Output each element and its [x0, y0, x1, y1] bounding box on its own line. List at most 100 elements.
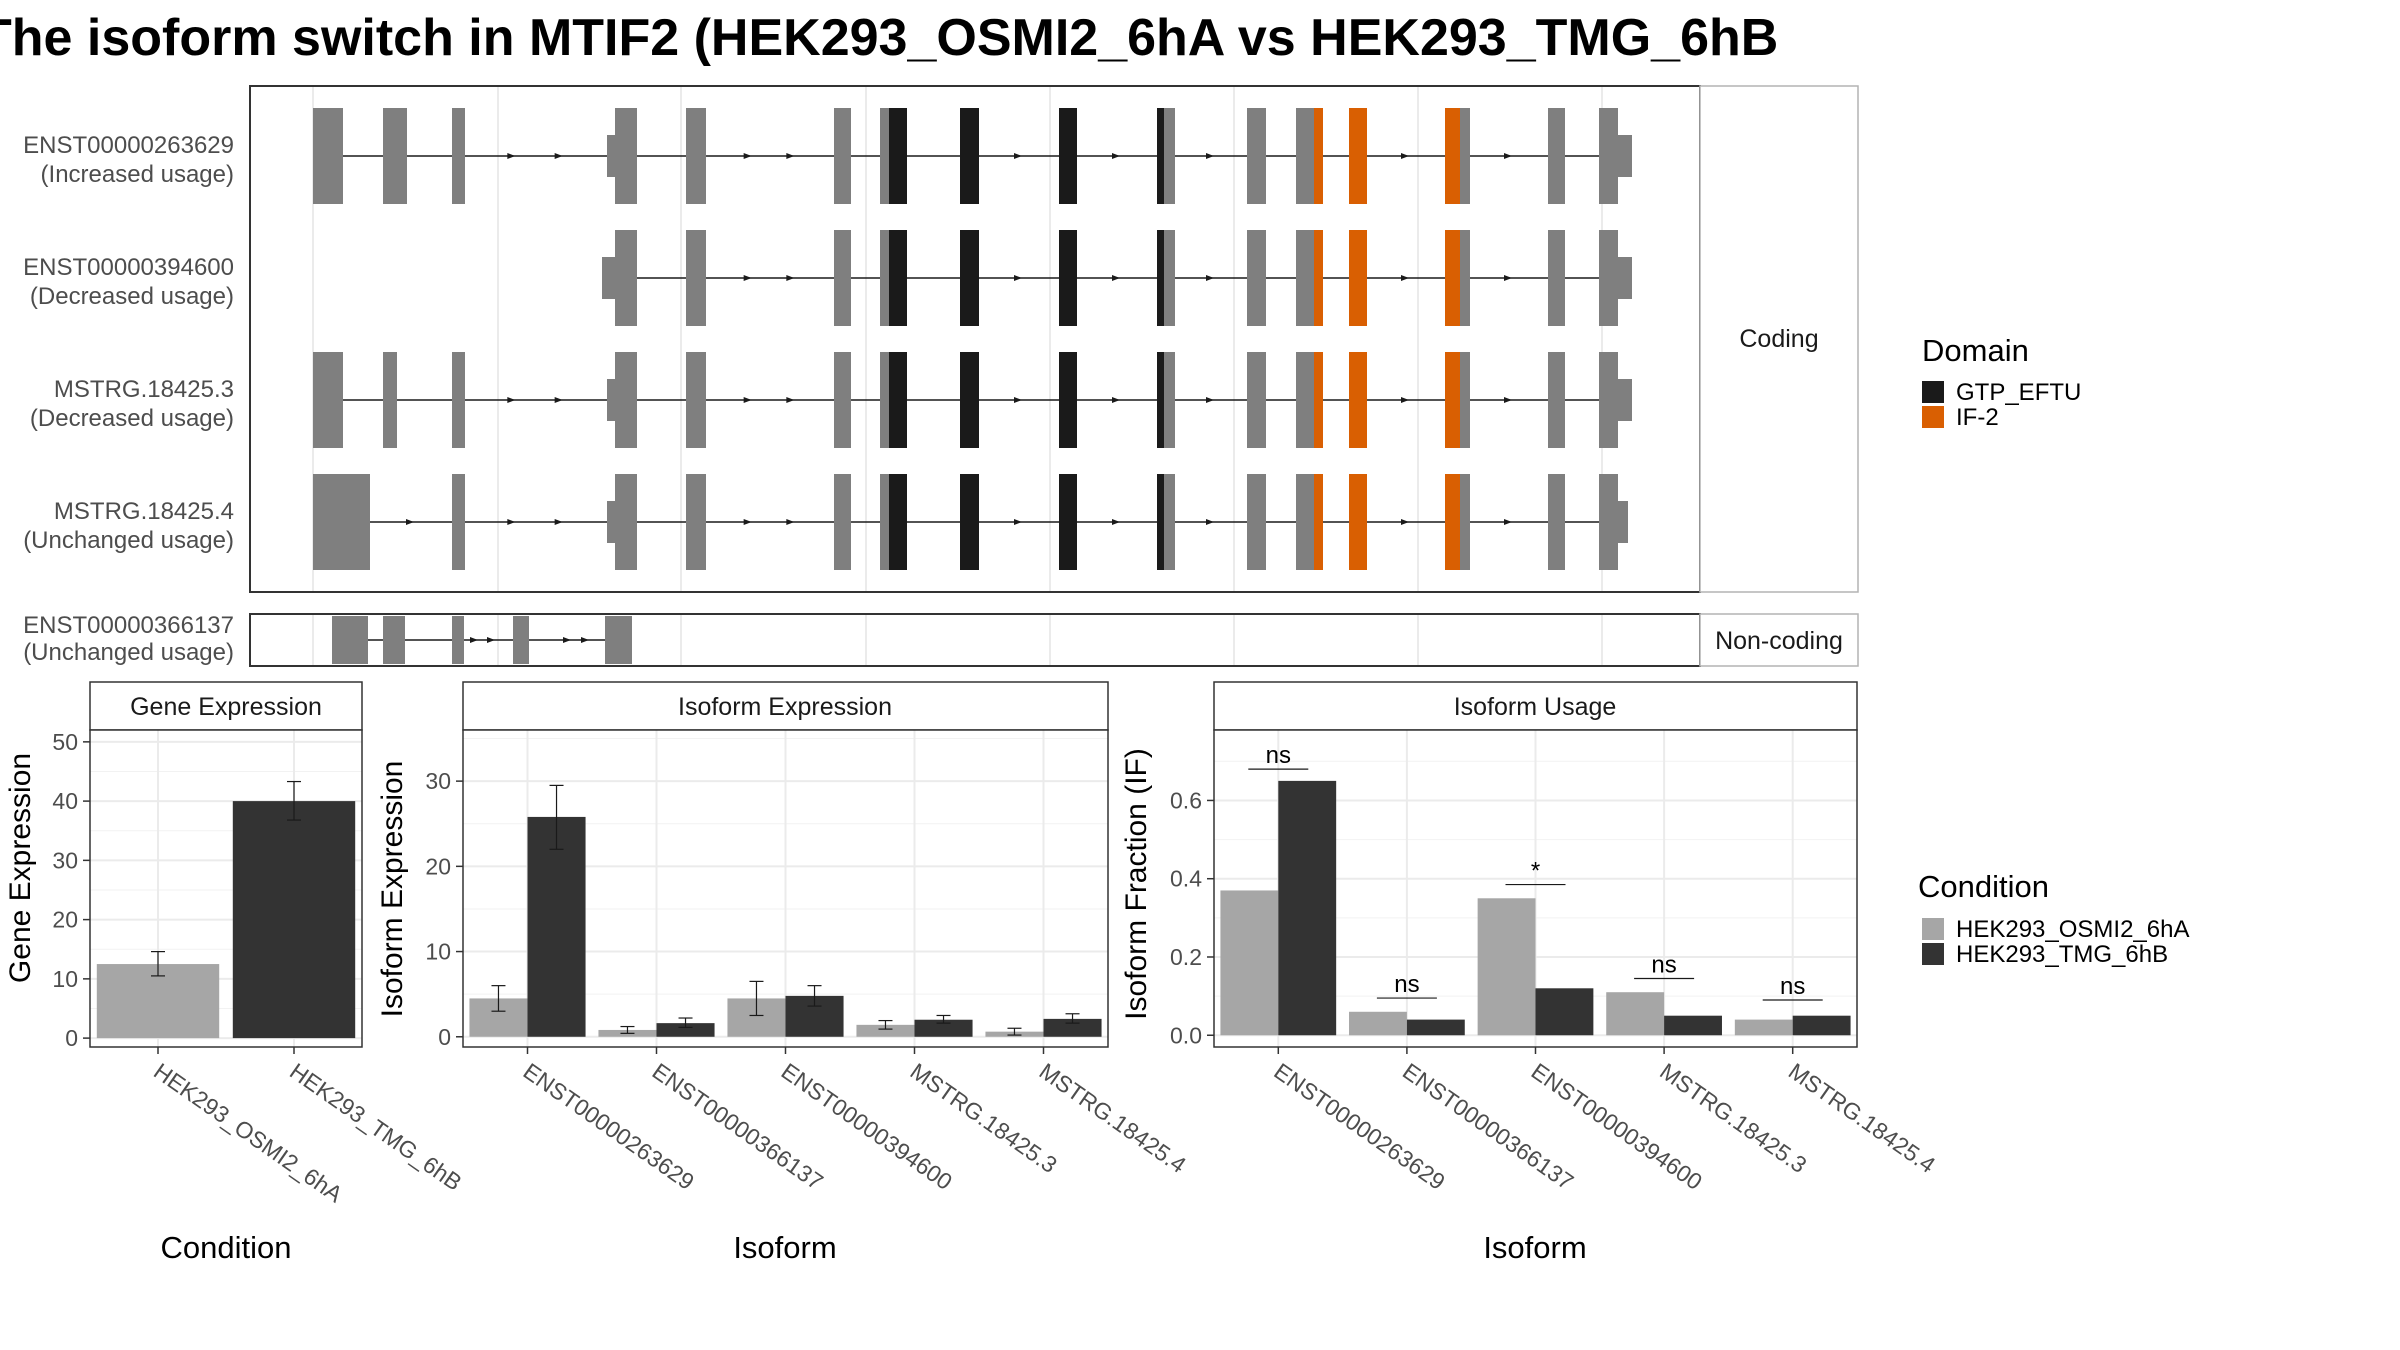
exon — [452, 616, 464, 664]
direction-arrow — [1112, 153, 1120, 159]
gtp-eftu-domain-exon — [960, 474, 979, 570]
direction-arrow — [581, 637, 589, 643]
gtp-eftu-domain-exon — [1059, 108, 1077, 204]
transcript-id-label: ENST00000394600 — [23, 254, 234, 281]
exon — [1460, 352, 1470, 448]
y-tick-label: 0.6 — [1170, 787, 1202, 813]
gtp-eftu-domain-exon — [1157, 108, 1164, 204]
condition-legend: Condition HEK293_OSMI2_6hA HEK293_TMG_6h… — [1918, 869, 2189, 968]
direction-arrow — [1504, 397, 1512, 403]
transcript-track-MSTRG.18425.4 — [313, 474, 1628, 570]
exon — [1164, 108, 1175, 204]
utr-exon — [607, 379, 615, 421]
if-2-domain-exon — [1349, 352, 1367, 448]
utr-exon — [1618, 257, 1632, 299]
bar — [1278, 780, 1337, 1036]
transcript-id-label: ENST00000366137 — [23, 612, 234, 639]
transcript-track-ENST00000394600 — [602, 230, 1632, 326]
direction-arrow — [743, 397, 752, 403]
if-2-domain-exon — [1445, 352, 1460, 448]
bar — [1792, 1015, 1851, 1036]
exon — [1548, 352, 1565, 448]
exon — [1548, 474, 1565, 570]
y-tick-label: 20 — [425, 853, 451, 879]
direction-arrow — [1206, 519, 1214, 525]
exon — [1296, 108, 1314, 204]
exon — [615, 474, 637, 570]
exon — [513, 616, 529, 664]
gtp-eftu-domain-exon — [1157, 352, 1164, 448]
direction-arrow — [1112, 519, 1120, 525]
significance-label: * — [1531, 858, 1540, 885]
if-2-domain-exon — [1314, 230, 1323, 326]
noncoding-strip-label: Non-coding — [1715, 627, 1843, 655]
direction-arrow — [786, 397, 795, 403]
plot-border — [1213, 729, 1858, 1048]
direction-arrow — [470, 637, 478, 643]
transcript-usage-label: (Unchanged usage) — [23, 639, 234, 666]
direction-arrow — [786, 519, 795, 525]
direction-arrow — [507, 519, 516, 525]
y-tick-label: 10 — [425, 939, 451, 965]
y-tick-label: 30 — [425, 768, 451, 794]
y-tick-label: 0.4 — [1170, 866, 1202, 892]
gtp-eftu-domain-exon — [889, 352, 907, 448]
direction-arrow — [1504, 519, 1512, 525]
legend-key-if-2 — [1922, 406, 1944, 428]
exon — [1296, 474, 1314, 570]
domain-legend-title: Domain — [1922, 333, 2029, 368]
exon — [383, 108, 407, 204]
exon — [383, 616, 405, 664]
exon — [686, 474, 706, 570]
gene-x-axis-title: Condition — [161, 1230, 292, 1265]
bar — [914, 1019, 973, 1037]
isoexp-y-axis-title: Isoform Expression — [376, 761, 409, 1018]
direction-arrow — [1504, 275, 1512, 281]
utr-exon — [607, 135, 615, 177]
gtp-eftu-domain-exon — [1157, 230, 1164, 326]
utr-exon — [1618, 135, 1632, 177]
direction-arrow — [1401, 397, 1409, 403]
exon — [1548, 108, 1565, 204]
bar — [1734, 1019, 1793, 1036]
gtp-eftu-domain-exon — [960, 108, 979, 204]
isoexp-strip — [462, 681, 1109, 731]
exon — [615, 108, 637, 204]
transcript-usage-label: (Unchanged usage) — [23, 527, 234, 554]
exon — [1247, 352, 1266, 448]
exon — [1548, 230, 1565, 326]
isouse-strip — [1213, 681, 1858, 731]
bar — [1043, 1018, 1102, 1037]
exon — [686, 108, 706, 204]
significance-label: ns — [1394, 971, 1419, 998]
transcript-id-label: ENST00000263629 — [23, 132, 234, 159]
y-tick-label: 30 — [52, 847, 78, 873]
transcript-track-ENST00000366137 — [332, 616, 632, 664]
isoform-usage-panel: Isoform Usage 0.00.20.40.6nsENST00000263… — [1120, 681, 1940, 1265]
exon — [313, 474, 370, 570]
direction-arrow — [406, 519, 414, 525]
transcript-id-label: MSTRG.18425.3 — [54, 376, 234, 403]
coding-panel: Coding — [249, 85, 1859, 593]
plot-border — [462, 729, 1109, 1048]
direction-arrow — [507, 153, 516, 159]
exon — [1296, 352, 1314, 448]
if-2-domain-exon — [1314, 474, 1323, 570]
transcript-id-label: MSTRG.18425.4 — [54, 498, 234, 525]
y-tick-label: 50 — [52, 729, 78, 755]
legend-label-tmg: HEK293_TMG_6hB — [1956, 941, 2168, 968]
if-2-domain-exon — [1445, 108, 1460, 204]
bar — [656, 1023, 715, 1037]
exon — [452, 474, 465, 570]
gtp-eftu-domain-exon — [1059, 230, 1077, 326]
utr-exon — [602, 257, 615, 299]
bar — [1406, 1019, 1465, 1036]
y-tick-label: 0 — [65, 1025, 78, 1051]
exon — [880, 230, 889, 326]
isouse-y-axis-title: Isoform Fraction (IF) — [1120, 748, 1153, 1020]
exon — [834, 352, 851, 448]
y-tick-label: 0.0 — [1170, 1022, 1202, 1048]
exon — [1164, 474, 1175, 570]
direction-arrow — [554, 397, 563, 403]
exon — [834, 108, 851, 204]
